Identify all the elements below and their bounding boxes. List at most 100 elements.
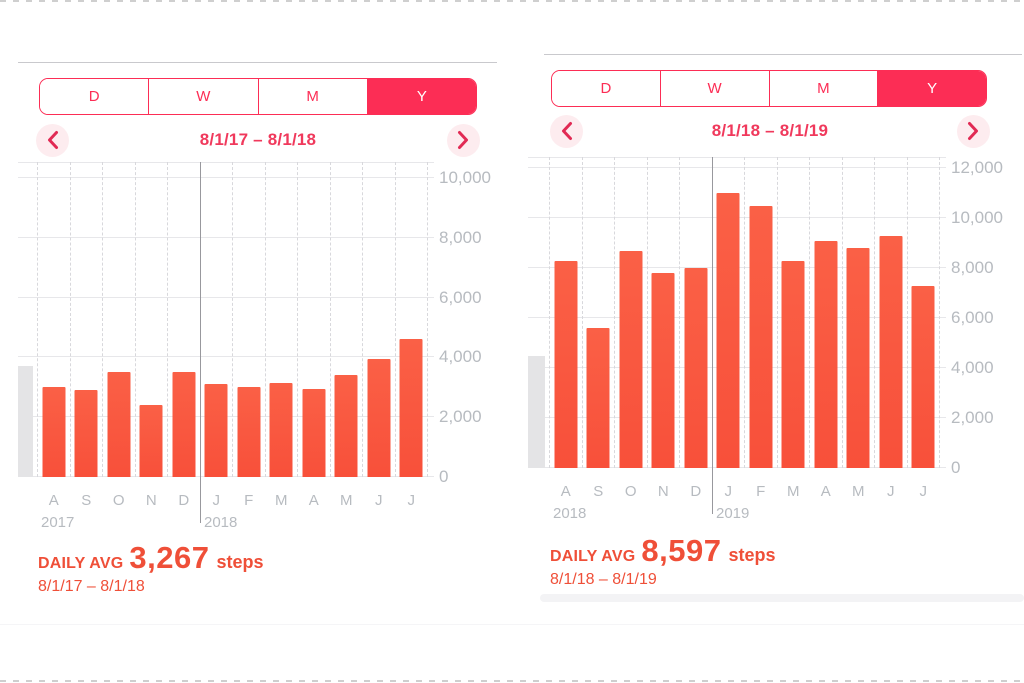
tab-year[interactable]: Y (877, 71, 986, 106)
month-column-10: M (841, 157, 875, 500)
previous-period-button[interactable] (36, 123, 69, 157)
steps-bar-F-7[interactable] (749, 205, 773, 468)
tab-year[interactable]: Y (366, 79, 476, 114)
x-axis-month-label: A (48, 492, 59, 509)
steps-bar-J-12[interactable] (911, 285, 935, 468)
steps-bar-N-4[interactable] (139, 405, 163, 477)
steps-bar-J-11[interactable] (367, 358, 391, 477)
tab-month[interactable]: M (768, 71, 878, 106)
x-axis-month-label: J (375, 492, 383, 509)
tab-month[interactable]: M (257, 79, 367, 114)
year-label-2018: 2018 (204, 514, 238, 531)
tab-day[interactable]: D (40, 79, 149, 114)
date-range-label: 8/1/17 – 8/1/18 (199, 130, 317, 149)
period-navigator: 8/1/18 – 8/1/19 (550, 113, 990, 149)
y-axis-tick-label: 12,000 (951, 158, 1003, 177)
month-column-4: N (646, 157, 680, 500)
steps-bar-A-9[interactable] (814, 240, 838, 468)
steps-bar-S-2[interactable] (586, 328, 610, 468)
month-column-11: J (362, 162, 395, 509)
y-axis-tick-label: 10,000 (439, 168, 491, 187)
steps-bar-A-1[interactable] (42, 387, 66, 477)
steps-bar-O-3[interactable] (107, 372, 131, 477)
x-axis-month-label: J (407, 492, 416, 509)
month-column-7: F (232, 162, 265, 509)
month-column-9: A (297, 162, 330, 509)
steps-bar-S-2[interactable] (74, 390, 98, 477)
daily-avg-unit: steps (216, 552, 264, 572)
steps-chart-panel-2017-2018: D W M Y 8/1/17 – 8/1/18 0 2,000 4,000 6,000… (18, 62, 497, 596)
screenshot-seam (0, 624, 1024, 625)
month-column-1: A (549, 157, 582, 500)
month-column-5: D (679, 157, 712, 500)
next-period-button[interactable] (957, 114, 990, 148)
summary-date-range: 8/1/18 – 8/1/19 (550, 571, 657, 588)
steps-bar-F-7[interactable] (237, 387, 261, 477)
gridline-y-6000 (18, 296, 434, 298)
chevron-left-icon (48, 131, 58, 149)
year-label-2017: 2017 (41, 514, 75, 531)
month-column-12: J (394, 162, 428, 509)
month-column-5: D (167, 162, 200, 509)
chevron-right-icon (968, 122, 978, 140)
steps-bar-D-5[interactable] (684, 268, 708, 468)
x-axis-month-label: D (690, 483, 702, 500)
steps-bar-D-5[interactable] (172, 372, 196, 477)
steps-bar-J-6[interactable] (716, 193, 740, 468)
plot-right-edge (427, 162, 428, 477)
partial-previous-month-column (18, 162, 37, 477)
chart-top-border (528, 157, 946, 158)
daily-avg-value: 8,597 (641, 533, 722, 568)
steps-bar-A-1[interactable] (554, 260, 578, 468)
x-axis-month-label: D (178, 492, 190, 509)
steps-bar-M-8[interactable] (781, 260, 805, 468)
month-column-8: M (264, 162, 298, 509)
gridline-y-8000 (18, 236, 434, 238)
steps-bar-A-9[interactable] (302, 388, 326, 477)
year-label-2018: 2018 (553, 505, 587, 522)
x-axis-month-label: N (145, 492, 157, 509)
collage-bottom-border (0, 680, 1024, 682)
month-column-11: J (874, 157, 907, 500)
x-axis-month-label: J (212, 492, 221, 509)
steps-bar-J-11[interactable] (879, 235, 903, 468)
month-column-4: N (134, 162, 168, 509)
steps-bar-M-10[interactable] (846, 248, 870, 468)
x-axis-month-label: A (820, 483, 831, 500)
month-column-1: A (37, 162, 70, 509)
y-axis-tick-label: 0 (439, 467, 449, 486)
tab-week[interactable]: W (659, 71, 769, 106)
daily-average-summary: DAILY AVG 3,267 steps 8/1/17 – 8/1/18 (38, 540, 264, 596)
y-axis-tick-label: 6,000 (951, 308, 994, 327)
x-axis-month-label: A (560, 483, 571, 500)
steps-bar-M-10[interactable] (334, 375, 358, 477)
x-axis-month-label: S (593, 483, 604, 500)
x-axis-month-label: O (624, 483, 637, 500)
steps-chart-panel-2018-2019: D W M Y 8/1/18 – 8/1/19 0 2,000 4,000 6,000… (512, 0, 1024, 683)
y-axis-tick-label: 2,000 (439, 407, 482, 427)
tab-week[interactable]: W (148, 79, 258, 114)
period-navigator: 8/1/17 – 8/1/18 (36, 122, 480, 158)
year-boundary-line (200, 162, 201, 523)
steps-bar-N-4[interactable] (651, 273, 675, 468)
tab-day[interactable]: D (552, 71, 660, 106)
daily-avg-label: DAILY AVG (38, 555, 124, 572)
x-axis-month-label: J (919, 483, 928, 500)
time-range-segmented-control: D W M Y (39, 78, 477, 115)
previous-period-button[interactable] (550, 114, 583, 148)
x-axis-month-label: A (308, 492, 319, 509)
month-column-6: J (199, 162, 233, 509)
y-axis-tick-label: 2,000 (951, 408, 994, 427)
steps-bar-J-6[interactable] (204, 384, 228, 477)
x-axis-month-label: F (244, 492, 254, 509)
month-column-9: A (809, 157, 842, 500)
steps-bar-chart: 0 2,000 4,000 6,000 8,000 10,000 12,000 A S O N D J F… (528, 157, 1003, 522)
steps-bar-M-8[interactable] (269, 382, 293, 477)
gridline-y-4000 (18, 356, 434, 358)
steps-bar-J-12[interactable] (399, 339, 423, 477)
steps-bar-O-3[interactable] (619, 250, 643, 468)
x-axis-month-label: O (112, 492, 125, 509)
next-period-button[interactable] (447, 123, 480, 157)
